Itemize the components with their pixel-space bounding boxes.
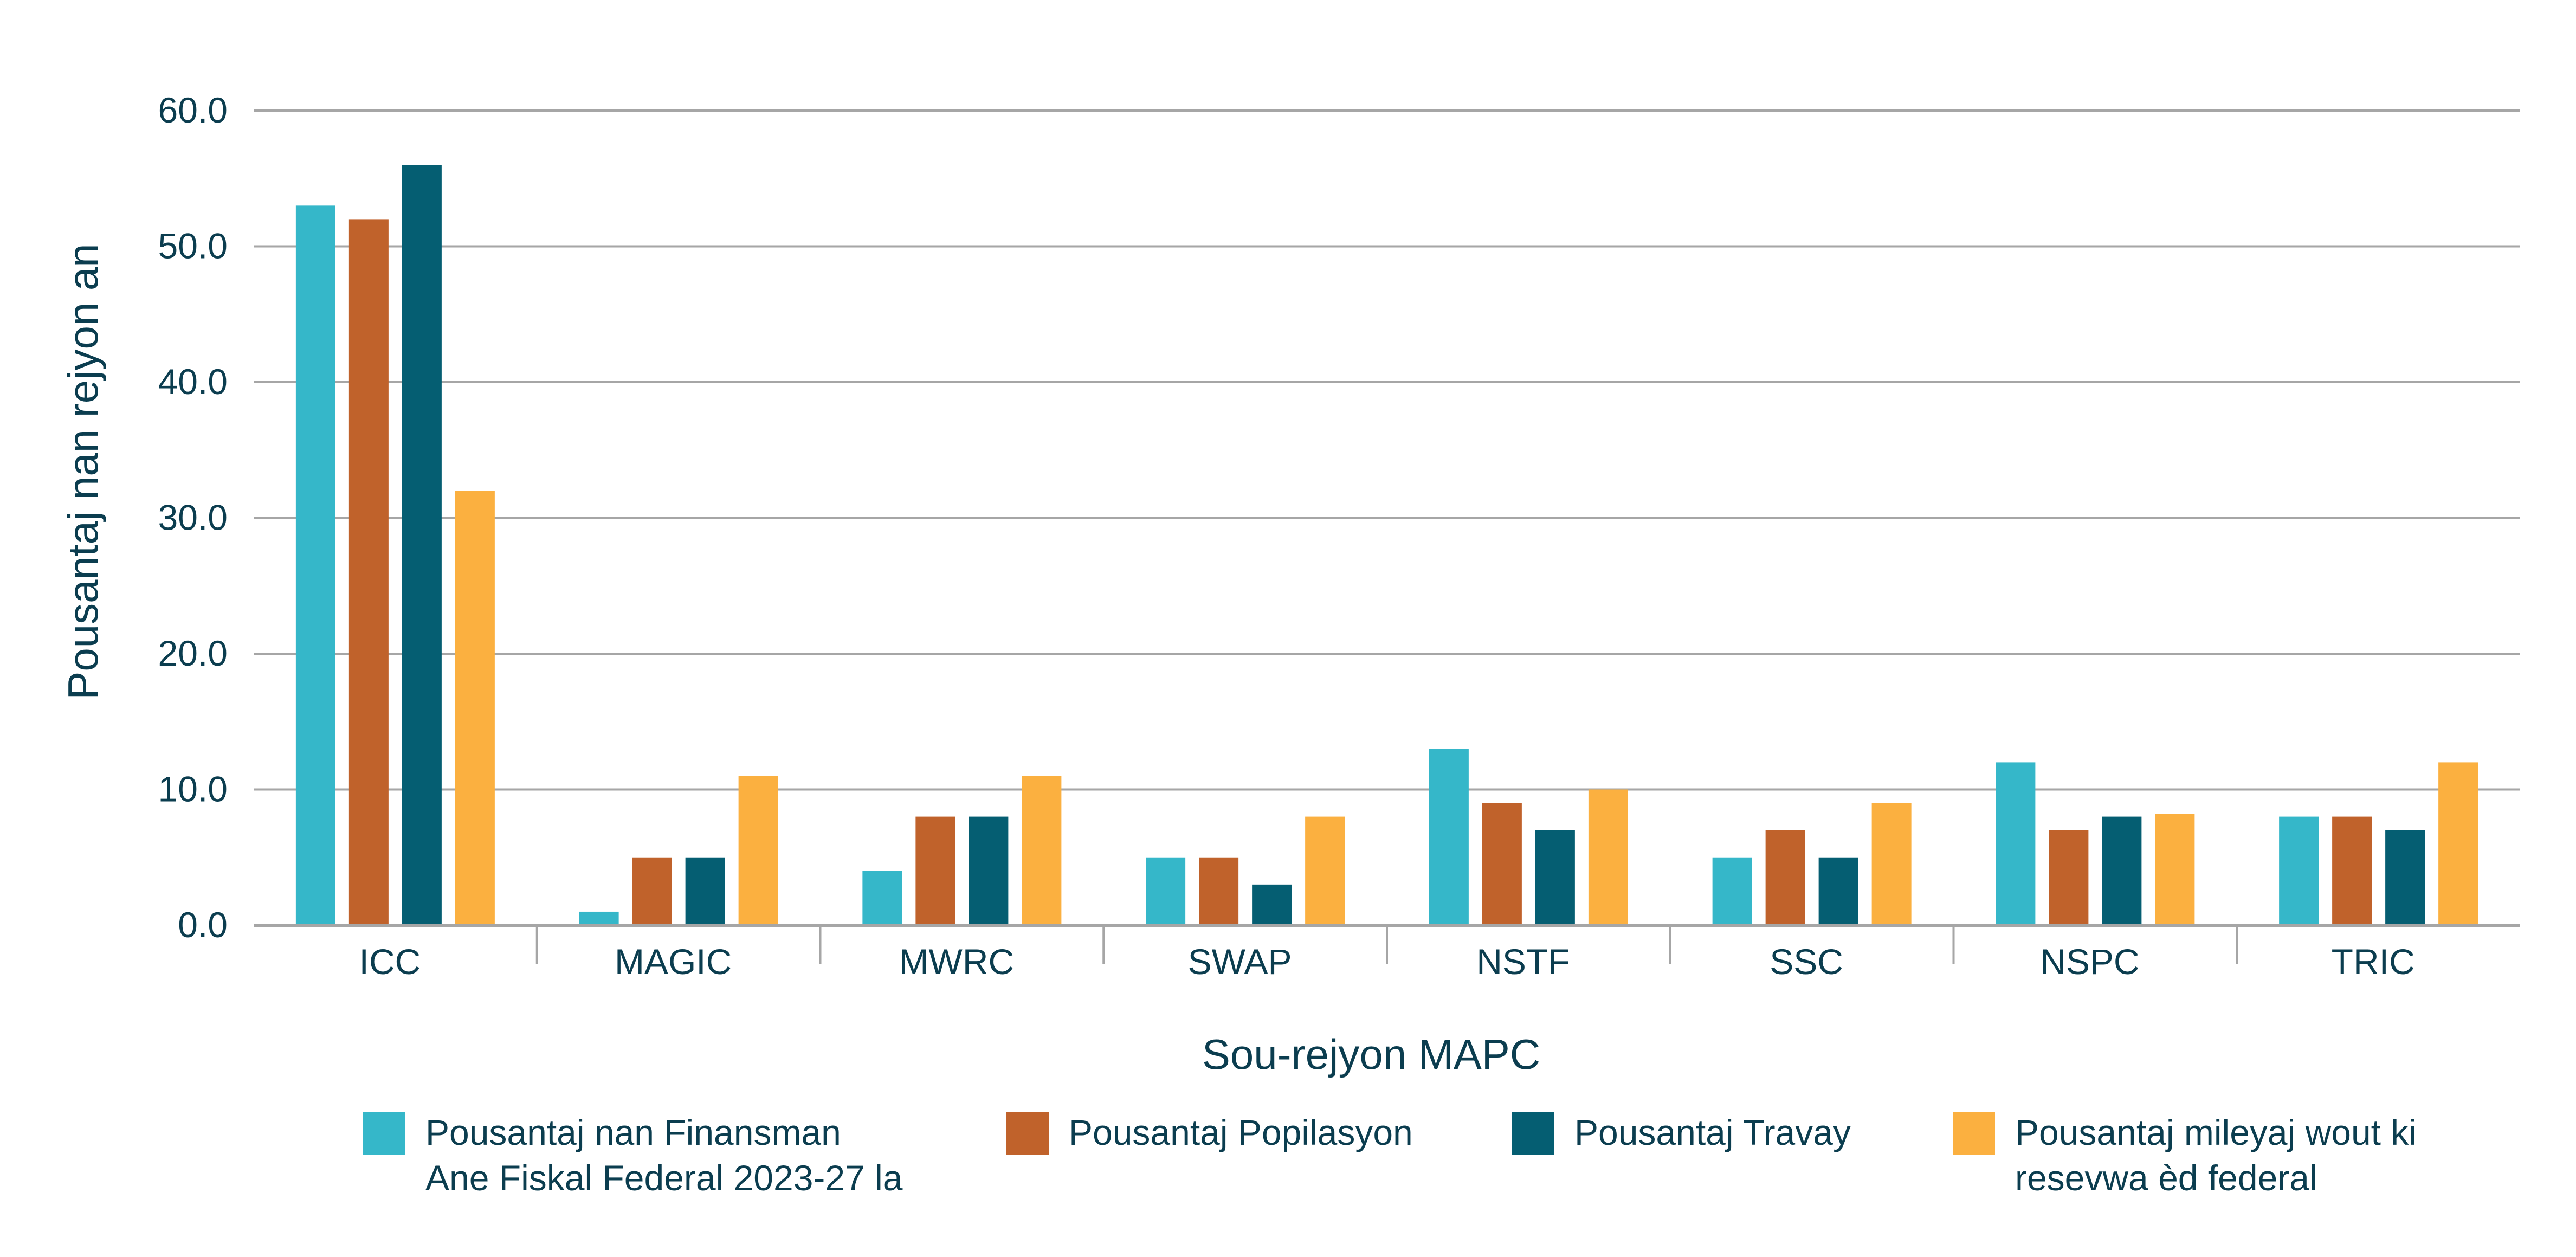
y-tick-label: 0.0 [178, 905, 228, 945]
bar-icc-series-4 [455, 491, 495, 925]
bar-icc-series-1 [295, 205, 335, 926]
bar-ssc-series-2 [1765, 830, 1805, 925]
legend-label: Pousantaj mileyaj wout ki [2015, 1112, 2417, 1152]
legend: Pousantaj nan Finansman Ane Fiskal Federa… [363, 1112, 2417, 1198]
bar-tric-series-3 [2385, 830, 2425, 925]
x-tick-label: NSPC [2040, 942, 2139, 982]
bar-magic-series-4 [738, 776, 778, 925]
bar-icc-series-3 [402, 165, 442, 926]
legend-item: Pousantaj Popilasyon [1006, 1112, 1413, 1155]
bar-nspc-series-4 [2155, 814, 2195, 925]
bar-swap-series-4 [1305, 816, 1345, 925]
bar-mwrc-series-1 [862, 871, 902, 925]
bar-tric-series-4 [2438, 762, 2478, 925]
legend-label: Pousantaj nan Finansman [425, 1112, 841, 1152]
legend-swatch [1006, 1112, 1049, 1155]
x-tick-label: NSTF [1476, 942, 1570, 982]
legend-swatch [1953, 1112, 1995, 1155]
y-tick-label: 30.0 [158, 498, 228, 538]
x-tick-label: MAGIC [615, 942, 732, 982]
bar-nstf-series-3 [1535, 830, 1575, 925]
legend-swatch [363, 1112, 405, 1155]
axes [254, 924, 2520, 964]
bar-magic-series-3 [685, 857, 725, 925]
legend-item: Pousantaj nan Finansman Ane Fiskal Federa… [363, 1112, 903, 1198]
bar-tric-series-1 [2279, 816, 2319, 925]
bar-nspc-series-2 [2049, 830, 2089, 925]
legend-item: Pousantaj mileyaj wout ki resevwa èd fede… [1953, 1112, 2417, 1198]
legend-label: Pousantaj Travay [1574, 1112, 1851, 1152]
y-tick-label: 40.0 [158, 362, 228, 402]
bar-magic-series-1 [579, 911, 619, 925]
bar-swap-series-2 [1199, 857, 1239, 925]
bar-mwrc-series-4 [1022, 776, 1062, 925]
bar-nstf-series-1 [1429, 749, 1469, 925]
bar-nspc-series-1 [1996, 762, 2036, 925]
y-tick-label: 20.0 [158, 633, 228, 673]
bar-icc-series-2 [348, 219, 389, 925]
x-tick-label: TRIC [2332, 942, 2415, 982]
legend-item: Pousantaj Travay [1512, 1112, 1851, 1155]
legend-label: resevwa èd federal [2015, 1158, 2317, 1198]
bar-mwrc-series-2 [915, 816, 955, 925]
y-tick-label: 10.0 [158, 769, 228, 809]
legend-label: Ane Fiskal Federal 2023-27 la [425, 1158, 903, 1198]
bar-nstf-series-4 [1588, 789, 1628, 925]
legend-swatch [1512, 1112, 1554, 1155]
bar-swap-series-1 [1146, 857, 1186, 925]
bar-tric-series-2 [2332, 816, 2372, 925]
x-tick-label: SSC [1770, 942, 1843, 982]
y-tick-labels: 0.0 10.0 20.0 30.0 40.0 50.0 60.0 [158, 90, 228, 945]
x-tick-label: MWRC [899, 942, 1015, 982]
bar-magic-series-2 [632, 857, 672, 925]
x-axis-title: Sou-rejyon MAPC [1202, 1030, 1540, 1078]
bars [295, 165, 2478, 926]
y-tick-label: 60.0 [158, 90, 228, 130]
legend-label: Pousantaj Popilasyon [1069, 1112, 1413, 1152]
y-tick-label: 50.0 [158, 226, 228, 266]
x-tick-label: SWAP [1188, 942, 1292, 982]
bar-mwrc-series-3 [969, 816, 1009, 925]
gridlines [254, 109, 2520, 791]
y-axis-title: Pousantaj nan rejyon an [59, 243, 107, 699]
bar-ssc-series-1 [1712, 857, 1752, 925]
bar-ssc-series-3 [1818, 857, 1858, 925]
x-tick-label: ICC [359, 942, 421, 982]
bar-swap-series-3 [1252, 884, 1292, 925]
bar-nstf-series-2 [1482, 803, 1522, 925]
bar-nspc-series-3 [2102, 816, 2142, 925]
bar-ssc-series-4 [1871, 803, 1912, 925]
x-tick-labels: ICC MAGIC MWRC SWAP NSTF SSC NSPC TRIC [359, 942, 2415, 982]
